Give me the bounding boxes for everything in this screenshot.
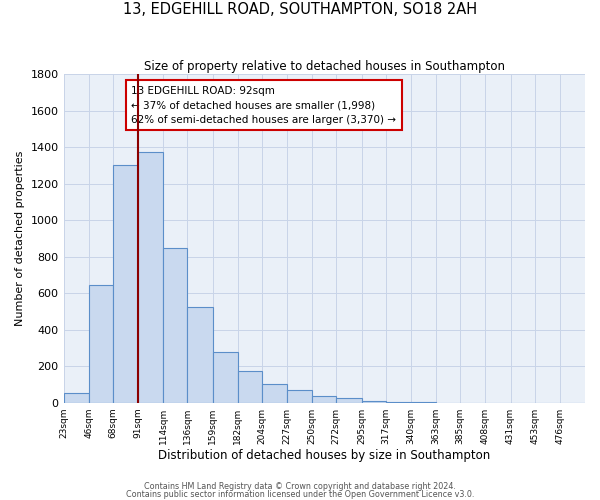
X-axis label: Distribution of detached houses by size in Southampton: Distribution of detached houses by size … — [158, 450, 490, 462]
Text: 13 EDGEHILL ROAD: 92sqm
← 37% of detached houses are smaller (1,998)
62% of semi: 13 EDGEHILL ROAD: 92sqm ← 37% of detache… — [131, 86, 397, 126]
Text: Contains public sector information licensed under the Open Government Licence v3: Contains public sector information licen… — [126, 490, 474, 499]
Bar — [312, 396, 337, 402]
Bar — [337, 398, 362, 402]
Title: Size of property relative to detached houses in Southampton: Size of property relative to detached ho… — [144, 60, 505, 73]
Y-axis label: Number of detached properties: Number of detached properties — [15, 151, 25, 326]
Bar — [212, 352, 238, 403]
Text: 13, EDGEHILL ROAD, SOUTHAMPTON, SO18 2AH: 13, EDGEHILL ROAD, SOUTHAMPTON, SO18 2AH — [123, 2, 477, 18]
Bar — [113, 164, 138, 402]
Bar — [187, 307, 212, 402]
Bar — [138, 152, 163, 402]
Bar — [262, 384, 287, 402]
Text: Contains HM Land Registry data © Crown copyright and database right 2024.: Contains HM Land Registry data © Crown c… — [144, 482, 456, 491]
Bar — [238, 371, 262, 402]
Bar — [362, 401, 386, 402]
Bar — [287, 390, 312, 402]
Bar — [64, 392, 89, 402]
Bar — [89, 285, 113, 403]
Bar — [163, 248, 187, 402]
